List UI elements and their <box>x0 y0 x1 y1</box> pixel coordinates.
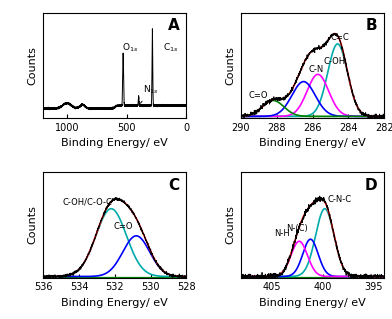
Y-axis label: Counts: Counts <box>225 205 235 244</box>
Text: C=O: C=O <box>248 91 268 100</box>
Text: C-N: C-N <box>309 65 324 74</box>
X-axis label: Binding Energy/ eV: Binding Energy/ eV <box>259 138 366 148</box>
Text: N-H: N-H <box>274 228 290 238</box>
Text: B: B <box>365 18 377 33</box>
Text: N-(C): N-(C) <box>286 225 307 234</box>
Text: N$_{1s}$: N$_{1s}$ <box>140 84 160 103</box>
Y-axis label: Counts: Counts <box>225 46 235 85</box>
Text: A: A <box>167 18 179 33</box>
Text: C$_{1s}$: C$_{1s}$ <box>163 41 179 54</box>
X-axis label: Binding Energy/ eV: Binding Energy/ eV <box>259 298 366 308</box>
Text: C=O: C=O <box>114 222 133 231</box>
Y-axis label: Counts: Counts <box>27 205 38 244</box>
Text: C: C <box>168 178 179 193</box>
X-axis label: Binding Energy/ eV: Binding Energy/ eV <box>62 138 168 148</box>
Text: C-OH: C-OH <box>323 57 345 66</box>
Y-axis label: Counts: Counts <box>27 46 38 85</box>
Text: C-N-C: C-N-C <box>328 195 352 204</box>
Text: C-OH/C-O-C: C-OH/C-O-C <box>63 197 113 206</box>
Text: D: D <box>365 178 377 193</box>
Text: C=C: C=C <box>331 33 350 41</box>
Text: O$_{1s}$: O$_{1s}$ <box>122 41 138 54</box>
X-axis label: Binding Energy/ eV: Binding Energy/ eV <box>62 298 168 308</box>
